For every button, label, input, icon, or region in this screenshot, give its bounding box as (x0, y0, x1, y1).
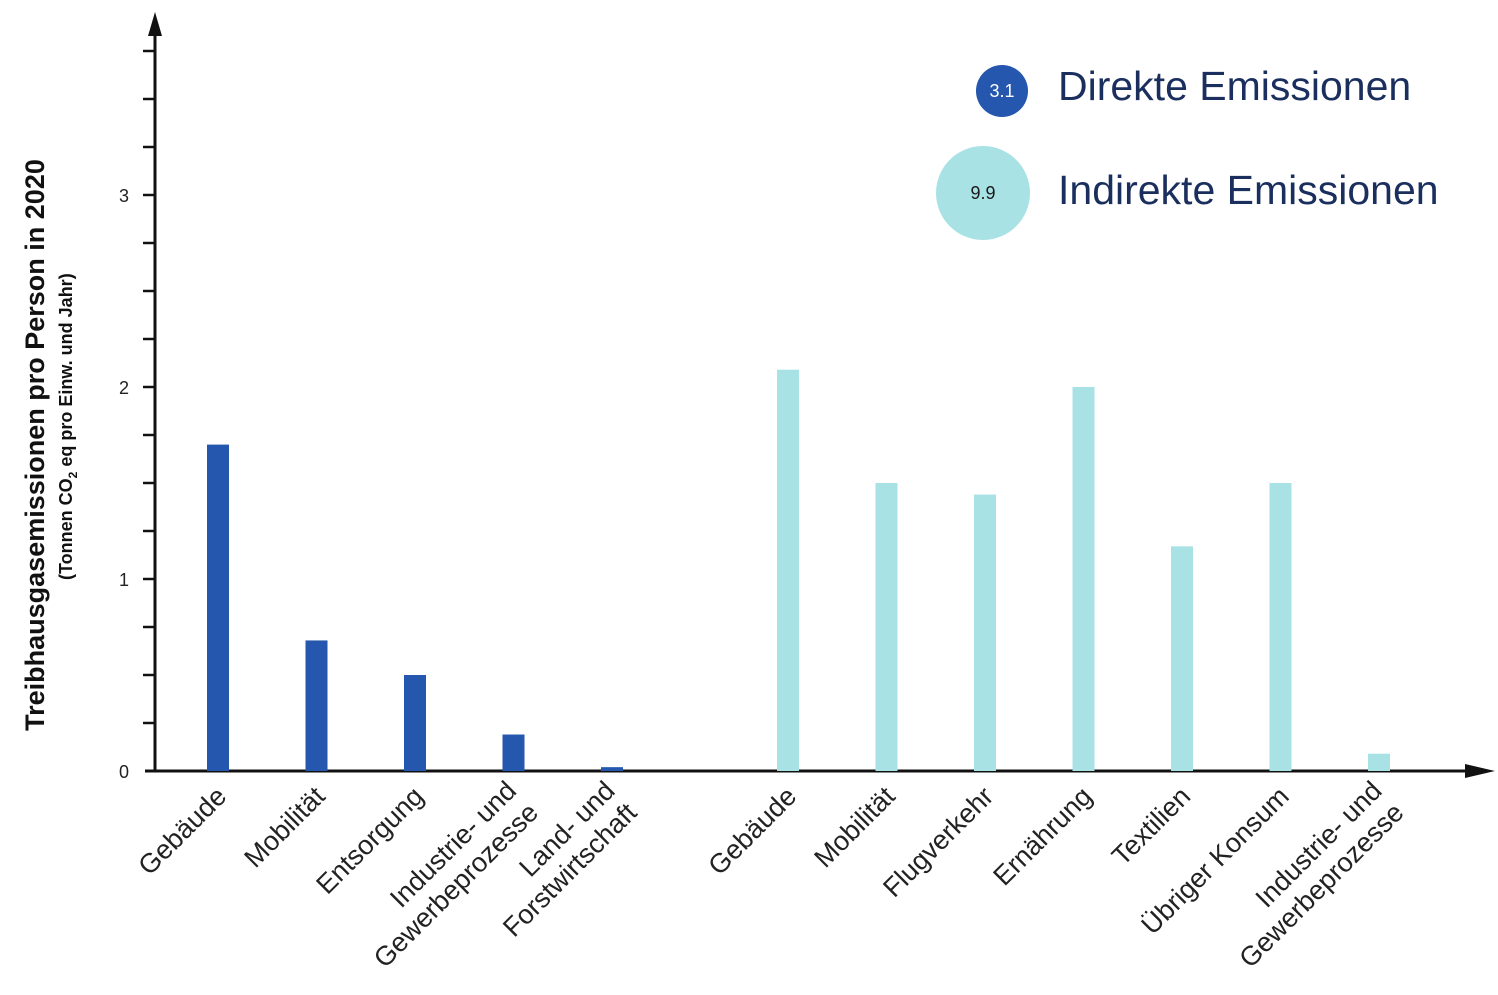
bar (404, 675, 426, 771)
y-axis-arrow (148, 12, 162, 36)
bar (305, 640, 328, 771)
bar (1072, 387, 1095, 771)
x-tick-label: Gebäude (702, 781, 802, 881)
legend-bubble-label-indirect: 9.9 (970, 183, 995, 203)
legend-bubble-direct (976, 65, 1028, 117)
bar (974, 494, 996, 771)
y-axis-unit-prefix: (Tonnen CO (56, 478, 76, 580)
bar (601, 767, 623, 771)
axes: 0 1 2 3 (119, 12, 1495, 782)
x-axis-arrow (1465, 764, 1495, 778)
bar (1171, 546, 1193, 771)
bar (207, 444, 229, 771)
y-axis-label: Treibhausgasemissionen pro Person in 202… (20, 159, 50, 731)
bar (777, 369, 799, 771)
bar (1269, 483, 1292, 771)
y-tick-label: 3 (119, 186, 129, 206)
x-tick-label: Textilien (1106, 781, 1196, 871)
legend-bubble-label-direct: 3.1 (989, 81, 1014, 101)
legend-label-direct: Direkte Emissionen (1058, 63, 1411, 109)
bar (875, 483, 898, 771)
y-tick-label: 1 (119, 570, 129, 590)
y-tick-label: 2 (119, 378, 129, 398)
y-axis-subtitle: (Tonnen CO2 eq pro Einw. und Jahr) (56, 273, 80, 580)
x-tick-label: Gebäude (132, 781, 232, 881)
y-tick-label: 0 (119, 762, 129, 782)
legend-label-indirect: Indirekte Emissionen (1058, 167, 1439, 213)
x-tick-label: Mobilität (808, 781, 901, 874)
x-tick-label: Ernährung (987, 781, 1097, 891)
y-axis-title: Treibhausgasemissionen pro Person in 202… (20, 159, 50, 731)
y-axis-unit-label: (Tonnen CO2 eq pro Einw. und Jahr) (56, 273, 80, 580)
bars (207, 369, 1390, 771)
y-axis-unit-suffix: eq pro Einw. und Jahr) (56, 273, 76, 471)
legend-bubble-indirect (936, 146, 1030, 240)
x-tick-label: Mobilität (238, 781, 331, 874)
x-tick-label: Industrie- undGewerbeprozesse (346, 775, 544, 973)
y-axis-unit-subscript: 2 (66, 471, 80, 478)
bar (1368, 753, 1390, 771)
x-tick-label: Industrie- undGewerbeprozesse (1211, 775, 1409, 973)
legend: 3.1 Direkte Emissionen 9.9 Indirekte Emi… (936, 63, 1439, 240)
bar (502, 734, 525, 771)
